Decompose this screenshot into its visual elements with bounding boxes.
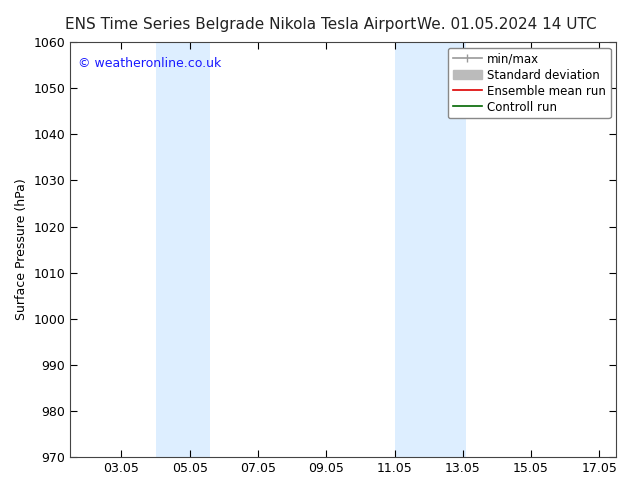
Text: ENS Time Series Belgrade Nikola Tesla Airport: ENS Time Series Belgrade Nikola Tesla Ai… [65,17,417,32]
Legend: min/max, Standard deviation, Ensemble mean run, Controll run: min/max, Standard deviation, Ensemble me… [448,48,611,118]
Text: We. 01.05.2024 14 UTC: We. 01.05.2024 14 UTC [417,17,597,32]
Text: © weatheronline.co.uk: © weatheronline.co.uk [79,56,222,70]
Bar [394,42,466,457]
Y-axis label: Surface Pressure (hPa): Surface Pressure (hPa) [15,179,28,320]
Bar [155,42,210,457]
